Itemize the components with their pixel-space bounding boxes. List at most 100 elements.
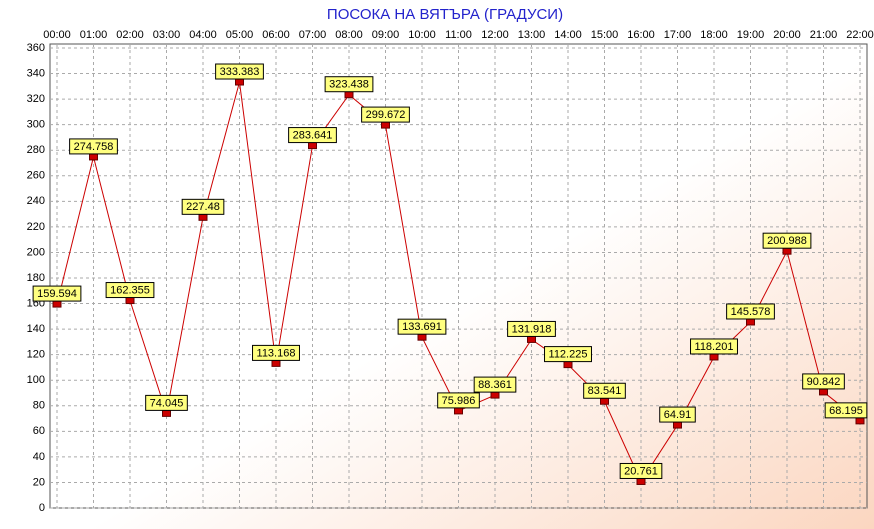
- x-tick-label: 15:00: [591, 29, 619, 41]
- point-marker: [308, 142, 317, 150]
- y-tick-label: 360: [27, 42, 45, 54]
- point-marker: [819, 388, 828, 396]
- x-tick-label: 14:00: [554, 29, 582, 41]
- y-tick-label: 20: [33, 476, 45, 488]
- y-tick-label: 180: [27, 272, 45, 284]
- data-label-box: [145, 394, 188, 411]
- y-tick-label: 40: [33, 451, 45, 463]
- data-label-box: [252, 344, 300, 361]
- x-tick-label: 11:00: [445, 29, 472, 41]
- data-label-box: [397, 318, 447, 335]
- data-label: 83.541: [588, 385, 622, 397]
- y-tick-label: 300: [27, 119, 45, 131]
- data-label-box: [507, 320, 556, 337]
- x-tick-label: 12:00: [481, 29, 509, 41]
- data-label: 88.361: [478, 379, 512, 391]
- data-label-box: [544, 346, 592, 363]
- x-tick-label: 19:00: [737, 29, 765, 41]
- x-tick-label: 06:00: [262, 29, 290, 41]
- point-marker: [600, 397, 609, 405]
- x-tick-label: 05:00: [226, 29, 254, 41]
- data-label: 133.691: [402, 321, 442, 333]
- y-tick-label: 280: [27, 144, 45, 156]
- x-tick-label: 01:00: [80, 29, 108, 41]
- data-label: 227.48: [186, 201, 220, 213]
- x-tick-label: 20:00: [773, 29, 801, 41]
- data-label-box: [361, 106, 410, 123]
- y-tick-label: 200: [27, 246, 45, 258]
- data-label: 68.195: [829, 405, 863, 417]
- data-label: 113.168: [257, 347, 296, 359]
- data-label-box: [690, 338, 738, 355]
- data-label-box: [583, 382, 626, 399]
- data-label: 283.641: [293, 129, 333, 141]
- data-label: 159.594: [37, 288, 77, 300]
- y-tick-label: 240: [27, 195, 45, 207]
- point-marker: [89, 153, 98, 161]
- data-label: 145.578: [731, 306, 771, 318]
- data-label: 20.761: [624, 465, 658, 477]
- data-label: 323.438: [329, 79, 369, 91]
- point-marker: [52, 300, 62, 308]
- point-marker: [417, 333, 427, 341]
- point-marker: [454, 407, 463, 415]
- point-marker: [162, 409, 171, 417]
- x-tick-label: 10:00: [408, 29, 436, 41]
- x-tick-label: 04:00: [189, 29, 217, 41]
- data-label-box: [619, 462, 663, 479]
- data-label-box: [473, 376, 517, 393]
- x-tick-label: 08:00: [335, 29, 363, 41]
- point-marker: [344, 91, 354, 99]
- point-marker: [490, 391, 500, 399]
- data-label: 74.045: [150, 397, 184, 409]
- data-label-box: [105, 282, 155, 299]
- data-label-box: [32, 285, 82, 302]
- data-label-box: [215, 63, 264, 80]
- point-marker: [673, 421, 682, 429]
- data-label: 75.986: [442, 395, 476, 407]
- data-label: 274.758: [74, 141, 114, 153]
- data-label-box: [288, 127, 337, 144]
- x-tick-label: 02:00: [116, 29, 144, 41]
- data-label-box: [324, 76, 374, 93]
- point-marker: [855, 417, 865, 425]
- x-tick-label: 13:00: [518, 29, 546, 41]
- data-label: 112.225: [549, 349, 588, 361]
- y-tick-label: 140: [27, 323, 45, 335]
- y-tick-label: 100: [27, 374, 45, 386]
- x-tick-label: 18:00: [700, 29, 728, 41]
- data-label: 118.201: [695, 341, 734, 353]
- y-tick-label: 260: [27, 170, 45, 182]
- x-tick-label: 16:00: [627, 29, 655, 41]
- x-tick-label: 17:00: [664, 29, 692, 41]
- data-label: 131.918: [512, 323, 552, 335]
- data-label: 200.988: [767, 235, 807, 247]
- point-marker: [235, 78, 244, 86]
- point-marker: [527, 335, 536, 343]
- y-tick-label: 120: [27, 349, 45, 361]
- data-label-box: [69, 138, 118, 155]
- y-tick-label: 340: [27, 67, 45, 79]
- data-label: 64.91: [664, 409, 692, 421]
- data-label: 162.355: [110, 284, 150, 296]
- data-label: 90.842: [807, 376, 841, 388]
- data-label-box: [181, 198, 225, 215]
- y-tick-label: 60: [33, 425, 45, 437]
- data-label-box: [659, 406, 696, 423]
- x-tick-label: 21:00: [810, 29, 838, 41]
- point-marker: [381, 121, 390, 129]
- point-marker: [782, 247, 792, 255]
- data-label-box: [726, 303, 775, 320]
- y-tick-label: 0: [39, 502, 45, 514]
- point-marker: [746, 318, 755, 326]
- point-marker: [271, 359, 281, 367]
- data-label: 333.383: [220, 66, 260, 78]
- chart-title: ПОСОКА НА ВЯТЪРА (ГРАДУСИ): [327, 6, 563, 23]
- x-tick-label: 09:00: [372, 29, 400, 41]
- point-marker: [636, 477, 646, 485]
- point-marker: [563, 361, 573, 369]
- point-marker: [125, 297, 135, 305]
- data-label-box: [437, 392, 480, 409]
